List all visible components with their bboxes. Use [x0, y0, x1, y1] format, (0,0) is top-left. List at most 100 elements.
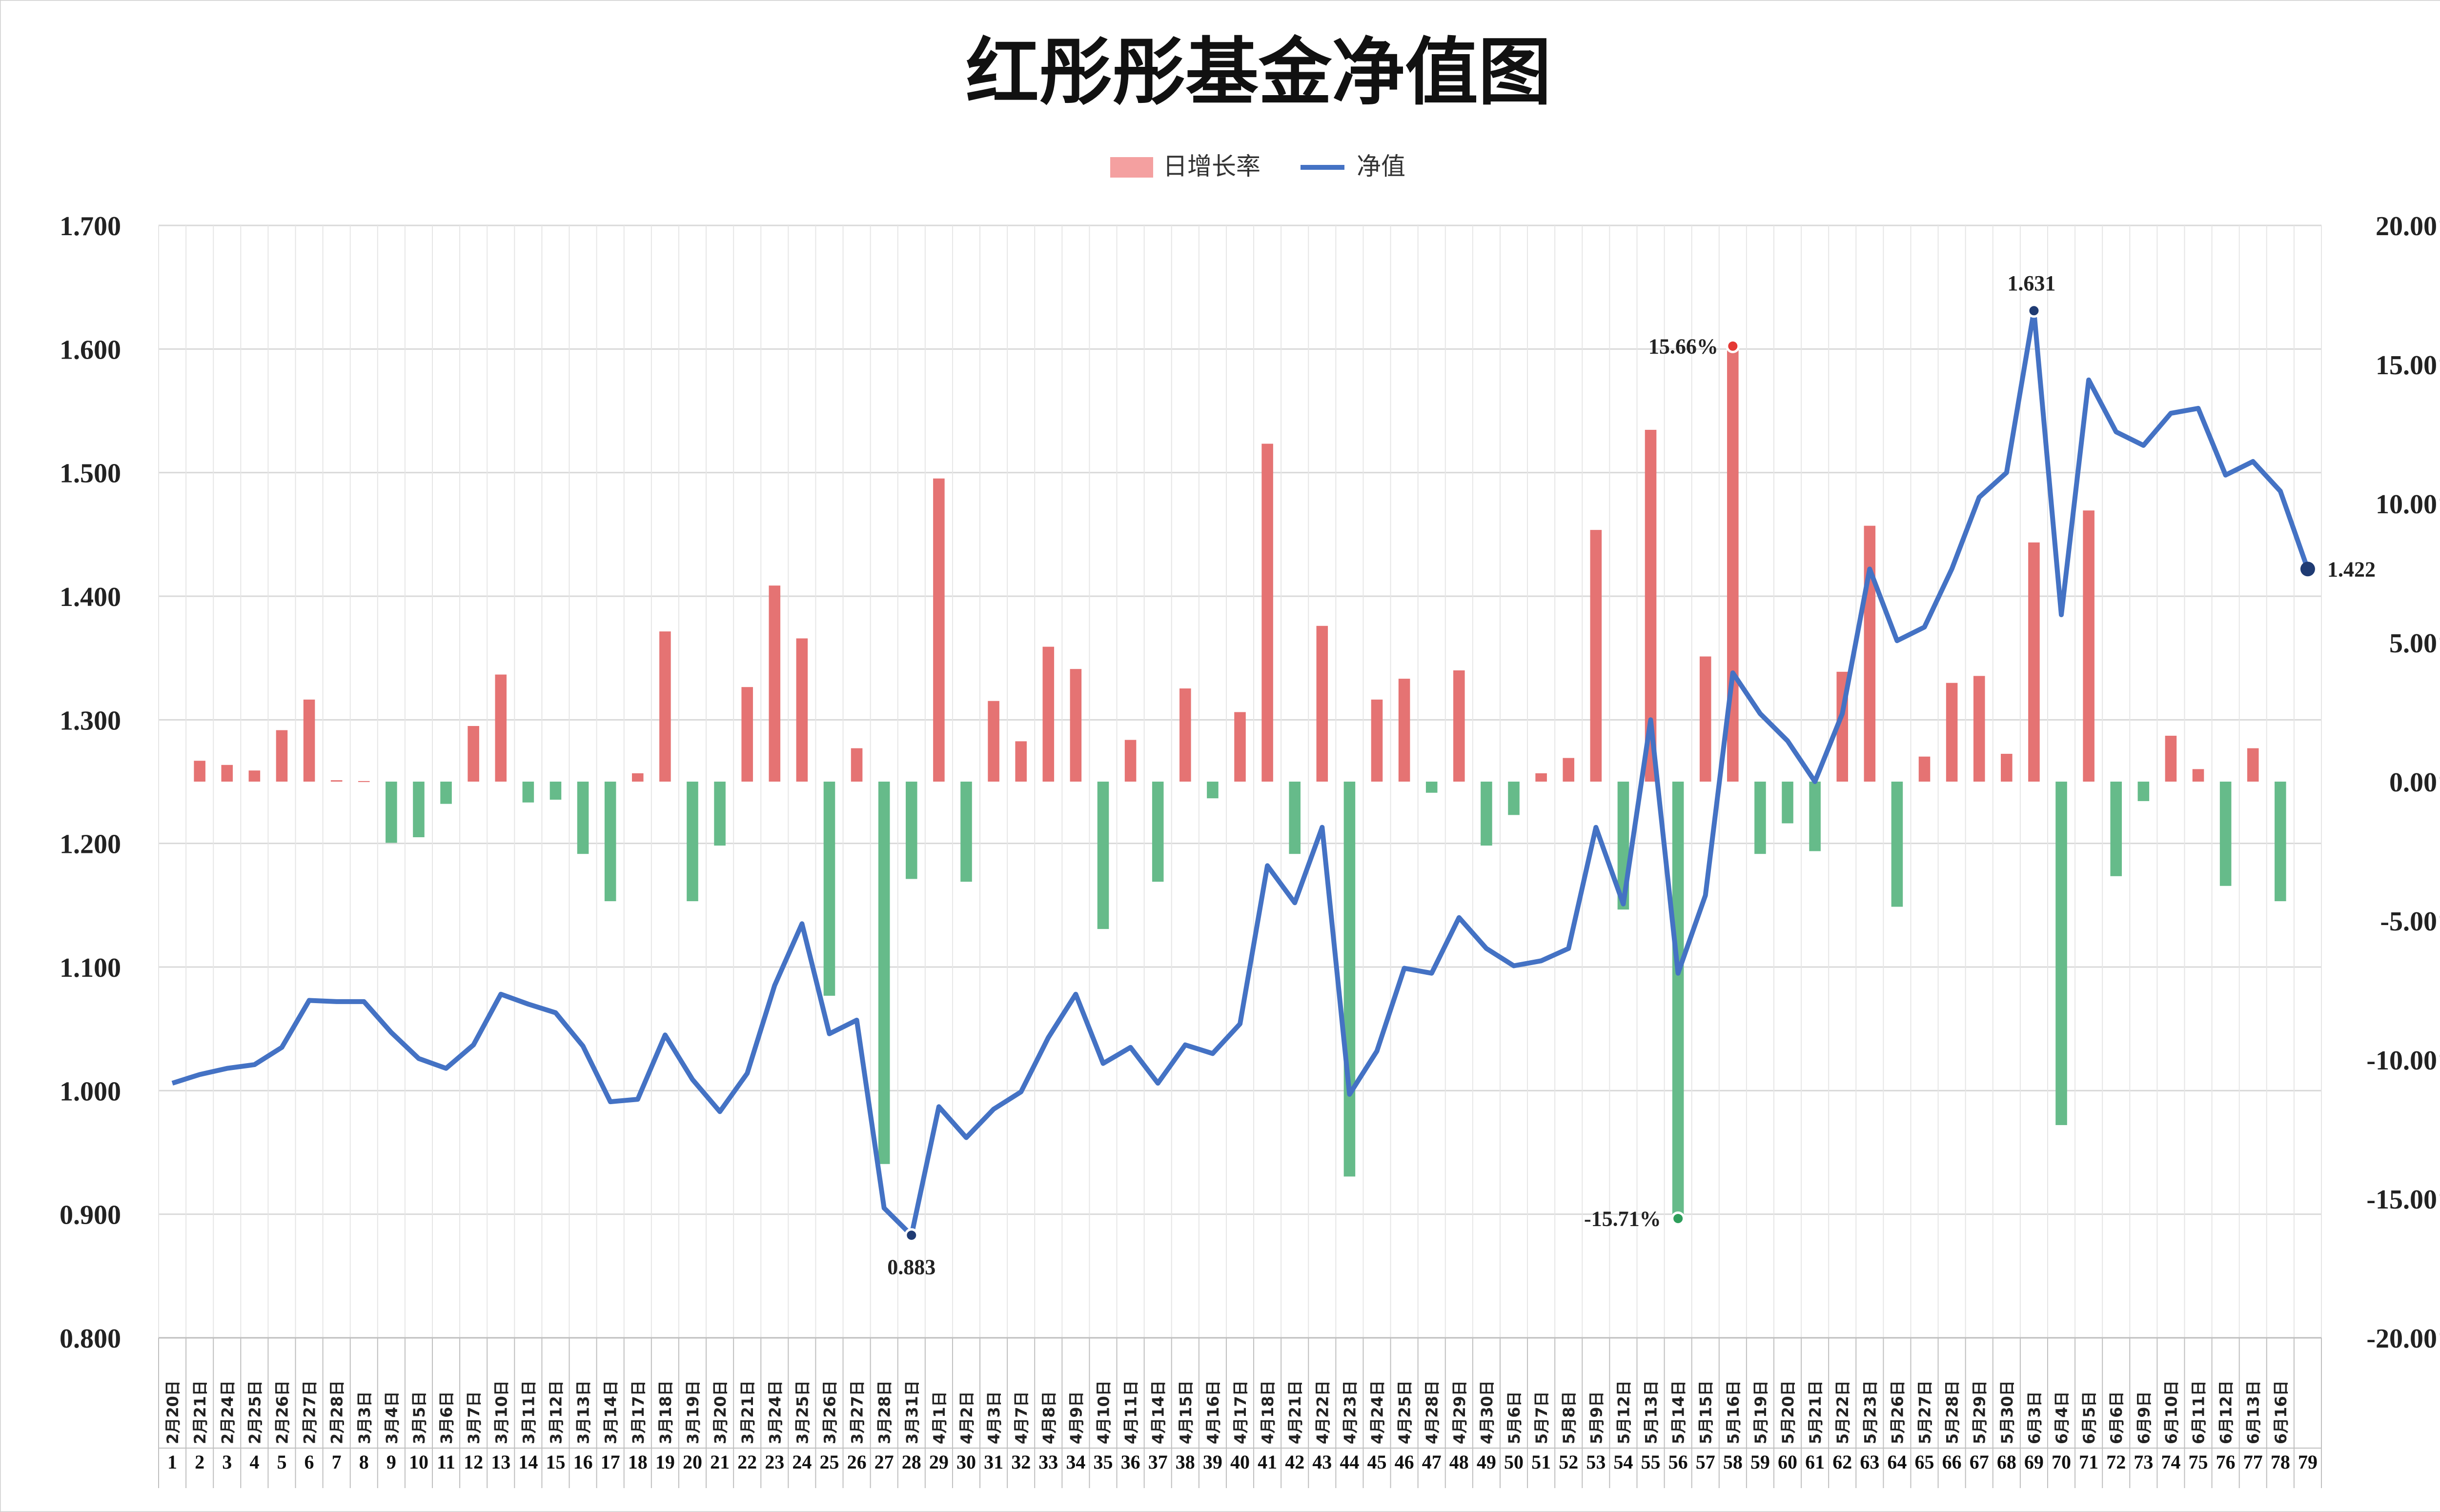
growth-bar — [303, 699, 315, 782]
legend: 日增长率 净值 — [1110, 152, 1405, 181]
x-number-label: 4 — [249, 1451, 259, 1473]
x-number-label: 28 — [902, 1451, 921, 1473]
x-number-label: 59 — [1750, 1451, 1770, 1473]
x-date-label: 2月24日 — [218, 1380, 237, 1444]
right-y-tick: -10.00% — [2366, 1046, 2440, 1076]
x-number-label: 72 — [2106, 1451, 2126, 1473]
growth-bar — [468, 726, 479, 782]
x-date-label: 4月22日 — [1313, 1380, 1332, 1444]
x-date-label: 6月10日 — [2162, 1380, 2180, 1444]
x-date-label: 5月30日 — [1998, 1380, 2016, 1444]
growth-bar — [1782, 782, 1793, 824]
nav-line-series — [171, 303, 2315, 1243]
growth-bar — [769, 585, 781, 782]
growth-bar — [221, 765, 233, 782]
growth-bar — [248, 770, 261, 782]
left-y-tick: 1.400 — [60, 582, 121, 612]
x-number-label: 63 — [1860, 1451, 1879, 1473]
growth-bar — [1070, 669, 1082, 782]
x-date-label: 5月21日 — [1806, 1380, 1825, 1444]
x-number-label: 49 — [1477, 1451, 1496, 1473]
x-date-label: 5月8日 — [1560, 1391, 1578, 1444]
x-date-label: 6月13日 — [2244, 1380, 2263, 1444]
x-date-label: 3月28日 — [875, 1380, 894, 1444]
growth-bar — [2165, 735, 2177, 782]
growth-bar — [851, 748, 863, 782]
growth-bar — [2247, 748, 2259, 782]
x-number-label: 13 — [491, 1451, 510, 1473]
x-date-label: 5月7日 — [1532, 1391, 1551, 1444]
x-number-label: 37 — [1148, 1451, 1168, 1473]
x-date-label: 6月6日 — [2107, 1391, 2126, 1444]
x-number-label: 44 — [1340, 1451, 1359, 1473]
x-number-label: 25 — [819, 1451, 839, 1473]
growth-bar — [495, 674, 507, 782]
left-y-tick: 1.700 — [60, 211, 121, 242]
x-date-label: 5月13日 — [1642, 1380, 1661, 1444]
x-number-label: 26 — [847, 1451, 867, 1473]
left-y-tick: 1.100 — [60, 953, 121, 983]
left-y-tick: 0.800 — [60, 1324, 121, 1354]
x-number-label: 23 — [765, 1451, 784, 1473]
left-y-axis: 0.800 0.900 1.000 1.100 1.200 1.300 1.400 1.500… — [60, 211, 121, 1354]
x-number-label: 54 — [1613, 1451, 1633, 1473]
growth-bar — [714, 782, 726, 846]
nav-last-label: 1.422 — [2327, 557, 2376, 581]
x-number-label: 69 — [2024, 1451, 2044, 1473]
x-date-label: 6月16日 — [2272, 1380, 2290, 1444]
x-number-label: 12 — [464, 1451, 483, 1473]
x-number-label: 7 — [332, 1451, 342, 1473]
x-number-label: 60 — [1778, 1451, 1797, 1473]
x-date-label: 4月29日 — [1450, 1380, 1469, 1444]
growth-bar — [2192, 769, 2204, 782]
growth-bar — [1343, 782, 1356, 1177]
x-date-label: 2月25日 — [245, 1380, 264, 1444]
x-number-label: 79 — [2298, 1451, 2318, 1473]
x-date-label: 4月3日 — [985, 1391, 1003, 1444]
growth-bar — [1453, 670, 1465, 782]
x-number-label: 70 — [2052, 1451, 2071, 1473]
x-number-label: 52 — [1559, 1451, 1578, 1473]
right-y-tick: -20.00% — [2366, 1324, 2440, 1354]
x-date-label: 5月28日 — [1943, 1380, 1962, 1444]
nav-marker — [904, 1228, 919, 1243]
growth-bars — [194, 346, 2286, 1219]
growth-bar — [358, 781, 370, 782]
growth-bar — [1015, 741, 1027, 782]
growth-bar — [2137, 782, 2150, 801]
growth-bar — [1809, 782, 1821, 851]
x-date-label: 4月17日 — [1231, 1380, 1250, 1444]
growth-bar — [796, 638, 808, 782]
x-date-label: 4月16日 — [1204, 1380, 1222, 1444]
growth-bar — [1289, 782, 1301, 854]
growth-bar — [276, 730, 288, 782]
x-date-label: 6月5日 — [2080, 1391, 2098, 1444]
x-number-label: 32 — [1011, 1451, 1031, 1473]
growth-bar — [1973, 676, 1985, 782]
x-date-label: 3月7日 — [465, 1391, 483, 1444]
x-date-label: 2月28日 — [328, 1380, 346, 1444]
growth-bar — [1152, 782, 1164, 882]
x-number-label: 61 — [1805, 1451, 1825, 1473]
right-y-axis: -20.00% -15.00% -10.00% -5.00% 0.00% 5.00% 10.… — [2366, 211, 2440, 1354]
x-number-label: 6 — [305, 1451, 314, 1473]
x-date-label: 3月31日 — [903, 1380, 921, 1444]
x-date-label: 6月11日 — [2190, 1380, 2208, 1444]
x-number-label: 34 — [1066, 1451, 1085, 1473]
x-number-label: 45 — [1367, 1451, 1387, 1473]
nav-last-marker — [2300, 562, 2315, 577]
x-number-label: 17 — [601, 1451, 620, 1473]
x-date-label: 4月11日 — [1122, 1380, 1140, 1444]
x-date-label: 5月20日 — [1779, 1380, 1797, 1444]
x-date-label: 2月26日 — [273, 1380, 292, 1444]
growth-bar — [1425, 782, 1438, 793]
x-number-label: 31 — [984, 1451, 1003, 1473]
growth-bar — [386, 782, 397, 843]
x-number-label: 46 — [1395, 1451, 1414, 1473]
legend-bar-swatch — [1110, 157, 1153, 178]
chart-title: 红彤彤基金净值图 — [966, 29, 1551, 115]
legend-line-label: 净值 — [1357, 152, 1405, 181]
growth-bar — [960, 782, 972, 882]
x-number-label: 57 — [1696, 1451, 1715, 1473]
